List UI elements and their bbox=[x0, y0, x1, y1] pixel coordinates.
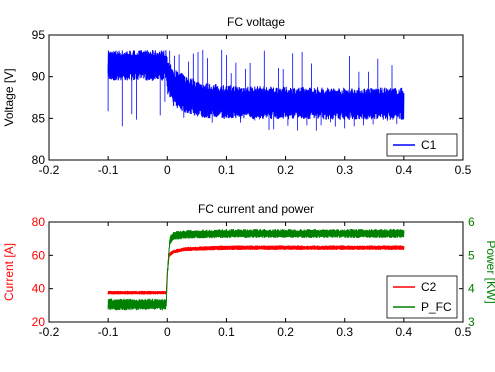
x-tick-label: 0.2 bbox=[277, 325, 294, 339]
legend-label-P_FC: P_FC bbox=[421, 300, 452, 314]
axes-frame bbox=[48, 221, 464, 323]
x-tick-label: -0.2 bbox=[39, 325, 60, 339]
y-tick-label: 40 bbox=[32, 282, 46, 296]
x-tick-label: 0.4 bbox=[396, 163, 413, 177]
series-line-C2 bbox=[107, 245, 405, 295]
x-tick-label: 0.4 bbox=[396, 325, 413, 339]
x-tick-label: -0.2 bbox=[39, 163, 60, 177]
chart-title: FC voltage bbox=[227, 15, 285, 29]
series-spikes-C1 bbox=[107, 49, 402, 131]
y2-tick-label: 3 bbox=[468, 315, 475, 329]
chart-panel-2: FC current and power -0.2 -0.1 0 0.1 0.2 0.3 0.… bbox=[2, 202, 495, 339]
x-tick-label: 0.5 bbox=[455, 163, 472, 177]
y-tick-label: 80 bbox=[32, 153, 46, 167]
x-tick-label: 0.2 bbox=[277, 163, 294, 177]
x-tick-label: 0 bbox=[164, 163, 171, 177]
legend-label-C1: C1 bbox=[421, 138, 437, 152]
chart-title: FC current and power bbox=[198, 202, 314, 216]
y2-axis-label: Power [KW] bbox=[484, 240, 495, 303]
series-line-C1 bbox=[107, 49, 405, 120]
x-tick-label: 0.3 bbox=[336, 163, 353, 177]
y-axis-label: Current [A] bbox=[2, 243, 16, 301]
x-tick-label: 0.1 bbox=[218, 325, 235, 339]
legend-box bbox=[386, 275, 458, 319]
plot-area bbox=[107, 228, 405, 311]
legend-box bbox=[386, 133, 458, 157]
x-tick-label: 0.5 bbox=[455, 325, 472, 339]
axes-frame bbox=[48, 34, 464, 161]
y-tick-label: 60 bbox=[32, 248, 46, 262]
y-tick-label: 90 bbox=[32, 70, 46, 84]
y-tick-label: 95 bbox=[32, 28, 46, 42]
x-tick-label: 0.3 bbox=[336, 325, 353, 339]
y-tick-label: 20 bbox=[32, 315, 46, 329]
x-tick-label: 0 bbox=[164, 325, 171, 339]
x-tick-label: -0.1 bbox=[98, 163, 119, 177]
y-tick-label: 85 bbox=[32, 111, 46, 125]
y-axis-label: Voltage [V] bbox=[2, 68, 16, 126]
plot-area bbox=[107, 49, 405, 131]
x-tick-label: -0.1 bbox=[98, 325, 119, 339]
legend-label-C2: C2 bbox=[421, 280, 437, 294]
legend: C2 P_FC bbox=[386, 275, 458, 319]
y-tick-label: 80 bbox=[32, 215, 46, 229]
series-line-P_FC bbox=[107, 228, 405, 311]
y2-tick-label: 4 bbox=[468, 282, 475, 296]
legend: C1 bbox=[386, 133, 458, 157]
y2-tick-label: 5 bbox=[468, 248, 475, 262]
chart-panel-1: FC voltage -0.2 -0.1 0 0.1 0.2 0.3 0.4 0.5 80 85 90… bbox=[2, 15, 472, 177]
x-tick-label: 0.1 bbox=[218, 163, 235, 177]
y2-tick-label: 6 bbox=[468, 215, 475, 229]
